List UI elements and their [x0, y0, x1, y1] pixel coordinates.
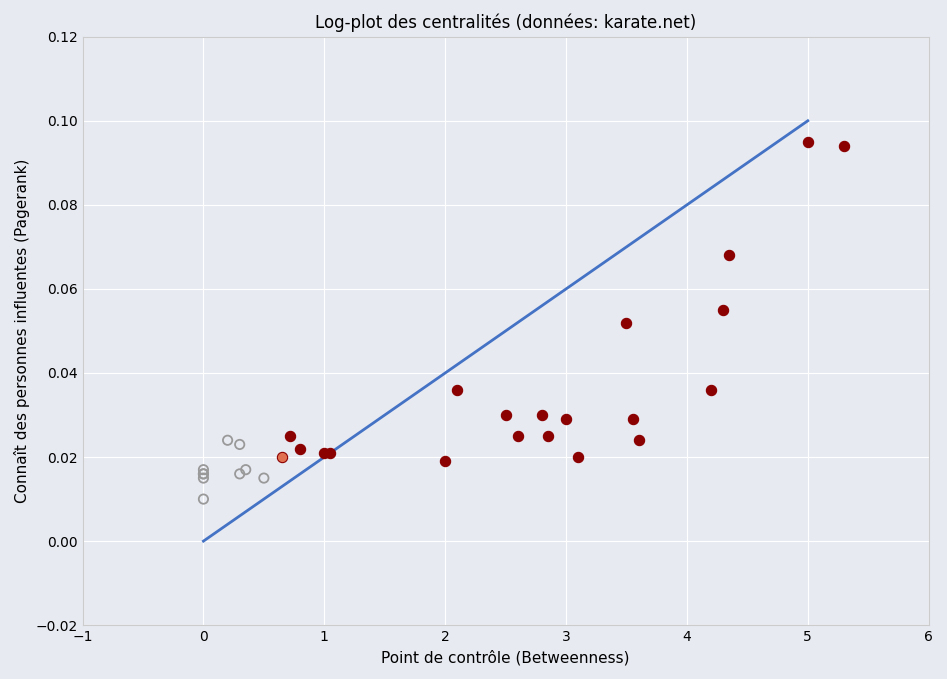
Point: [196, 473, 211, 483]
Point: [283, 430, 298, 441]
Point: [510, 430, 526, 441]
Point: [275, 452, 290, 462]
Point: [316, 447, 331, 458]
Point: [196, 469, 211, 479]
Y-axis label: Connaît des personnes influentes (Pagerank): Connaît des personnes influentes (Pagera…: [14, 159, 30, 503]
Point: [196, 494, 211, 504]
Point: [450, 384, 465, 395]
Point: [625, 414, 640, 424]
Point: [722, 250, 737, 261]
Point: [836, 141, 851, 151]
Point: [541, 430, 556, 441]
Point: [559, 414, 574, 424]
Point: [704, 384, 719, 395]
Point: [257, 473, 272, 483]
Point: [570, 452, 585, 462]
Point: [196, 469, 211, 479]
Point: [232, 469, 247, 479]
Point: [800, 136, 815, 147]
Point: [498, 409, 513, 420]
Point: [323, 447, 338, 458]
Point: [438, 456, 453, 466]
Point: [631, 435, 646, 445]
Title: Log-plot des centralités (données: karate.net): Log-plot des centralités (données: karat…: [315, 14, 696, 33]
X-axis label: Point de contrôle (Betweenness): Point de contrôle (Betweenness): [382, 650, 630, 665]
Point: [220, 435, 235, 445]
Point: [238, 464, 253, 475]
Point: [619, 317, 634, 328]
Point: [196, 464, 211, 475]
Point: [534, 409, 549, 420]
Point: [293, 443, 308, 454]
Point: [232, 439, 247, 450]
Point: [716, 304, 731, 315]
